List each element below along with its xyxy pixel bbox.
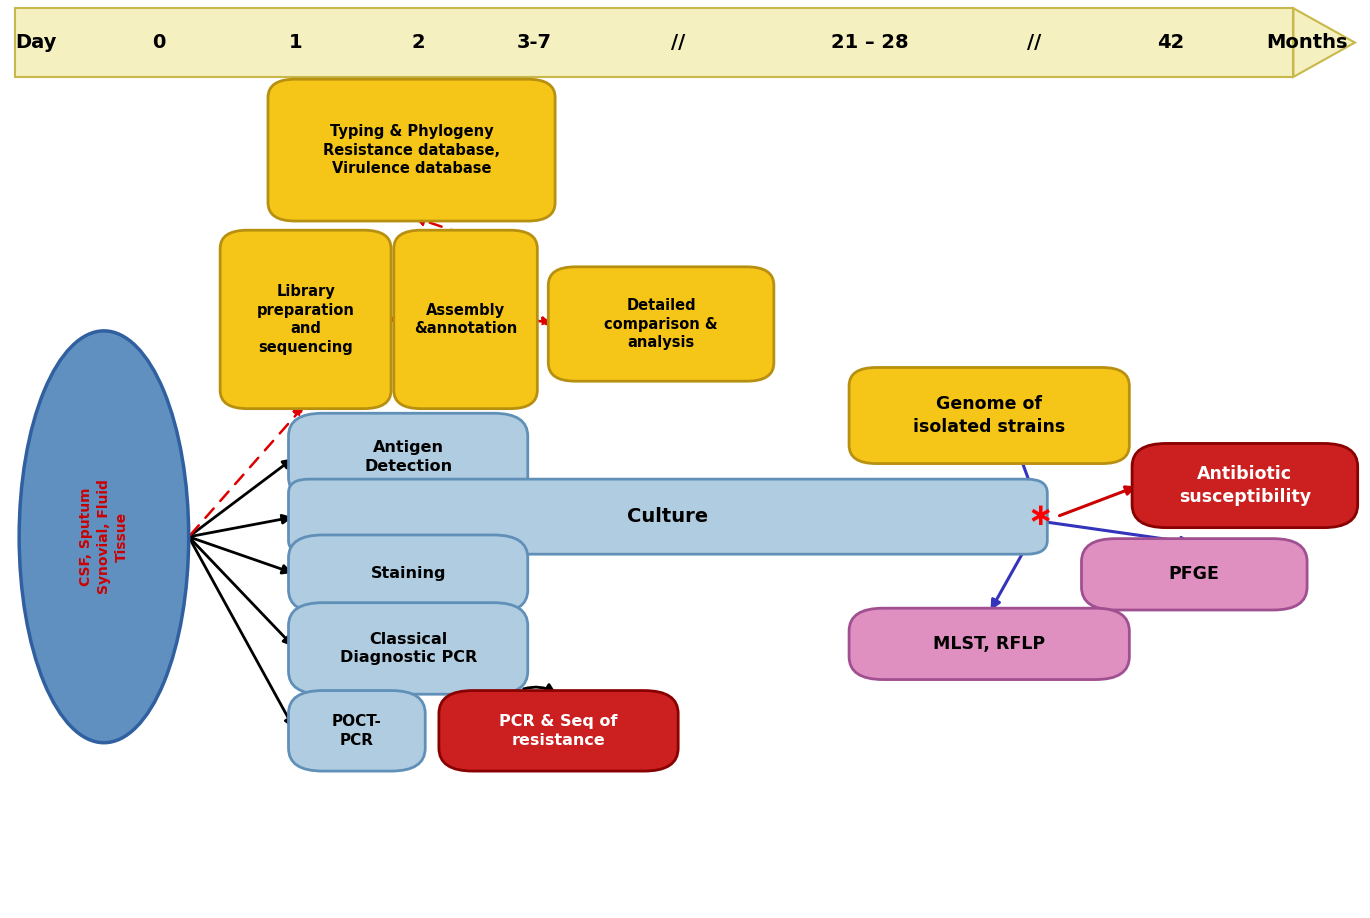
FancyBboxPatch shape <box>289 479 1047 554</box>
Text: Genome of
isolated strains: Genome of isolated strains <box>912 396 1066 436</box>
Text: POCT-
PCR: POCT- PCR <box>332 714 382 747</box>
Text: Antigen
Detection: Antigen Detection <box>364 440 452 474</box>
Text: Assembly
&annotation: Assembly &annotation <box>414 303 518 336</box>
Text: 21 – 28: 21 – 28 <box>830 33 908 52</box>
Polygon shape <box>1293 8 1355 77</box>
Text: Typing & Phylogeny
Resistance database,
Virulence database: Typing & Phylogeny Resistance database, … <box>323 124 500 176</box>
Text: //: // <box>1026 33 1041 52</box>
FancyBboxPatch shape <box>15 8 1293 77</box>
Text: MLST, RFLP: MLST, RFLP <box>933 635 1045 653</box>
Text: 0: 0 <box>152 33 166 52</box>
Text: //: // <box>671 33 685 52</box>
Ellipse shape <box>19 330 189 743</box>
Text: 2: 2 <box>411 33 425 52</box>
Text: Classical
Diagnostic PCR: Classical Diagnostic PCR <box>340 632 477 666</box>
Text: Day: Day <box>15 33 56 52</box>
Text: PCR & Seq of
resistance: PCR & Seq of resistance <box>499 714 618 747</box>
FancyBboxPatch shape <box>1132 443 1358 528</box>
FancyBboxPatch shape <box>289 690 425 771</box>
Text: Staining: Staining <box>370 566 445 581</box>
FancyBboxPatch shape <box>221 230 390 409</box>
Text: Library
preparation
and
sequencing: Library preparation and sequencing <box>256 284 355 355</box>
Text: Months: Months <box>1266 33 1348 52</box>
FancyBboxPatch shape <box>289 603 527 694</box>
FancyBboxPatch shape <box>393 230 537 409</box>
Text: 1: 1 <box>289 33 303 52</box>
FancyBboxPatch shape <box>269 79 555 221</box>
Text: 3-7: 3-7 <box>516 33 552 52</box>
Text: Antibiotic
susceptibility: Antibiotic susceptibility <box>1178 465 1311 506</box>
FancyBboxPatch shape <box>289 413 527 500</box>
FancyBboxPatch shape <box>849 609 1129 679</box>
Text: Culture: Culture <box>627 507 708 526</box>
FancyBboxPatch shape <box>289 535 527 612</box>
FancyBboxPatch shape <box>548 267 774 381</box>
FancyBboxPatch shape <box>849 367 1129 464</box>
Text: 42: 42 <box>1156 33 1184 52</box>
Text: CSF, Sputum
Synovial, Fluid
Tissue: CSF, Sputum Synovial, Fluid Tissue <box>78 479 129 594</box>
Text: PFGE: PFGE <box>1169 565 1219 583</box>
FancyBboxPatch shape <box>1081 539 1307 610</box>
Text: ∗: ∗ <box>1028 502 1054 532</box>
FancyBboxPatch shape <box>438 690 678 771</box>
Text: Detailed
comparison &
analysis: Detailed comparison & analysis <box>604 298 718 350</box>
